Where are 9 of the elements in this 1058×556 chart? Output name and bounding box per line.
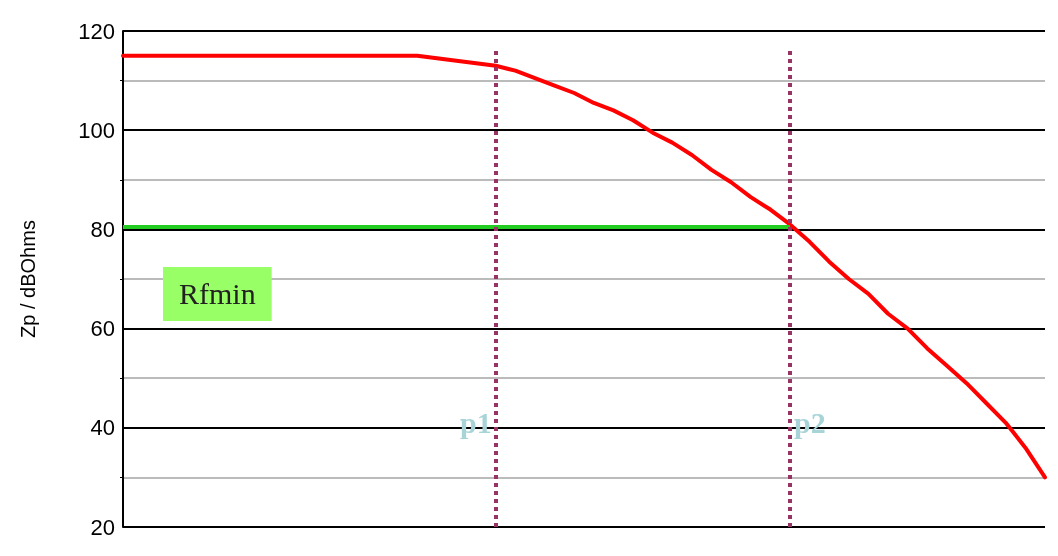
y-tick-label: 40	[90, 415, 115, 441]
ref-line-label: Rfmin	[179, 277, 256, 311]
y-tick-label: 60	[90, 316, 115, 342]
y-tick-label: 120	[78, 18, 115, 44]
y-tick-label: 80	[90, 216, 115, 242]
y-tick-label: 20	[90, 514, 115, 540]
line-series	[121, 53, 1047, 480]
y-tick-label: 100	[78, 117, 115, 143]
y-axis-title: Zp / dBOhms	[17, 220, 39, 338]
